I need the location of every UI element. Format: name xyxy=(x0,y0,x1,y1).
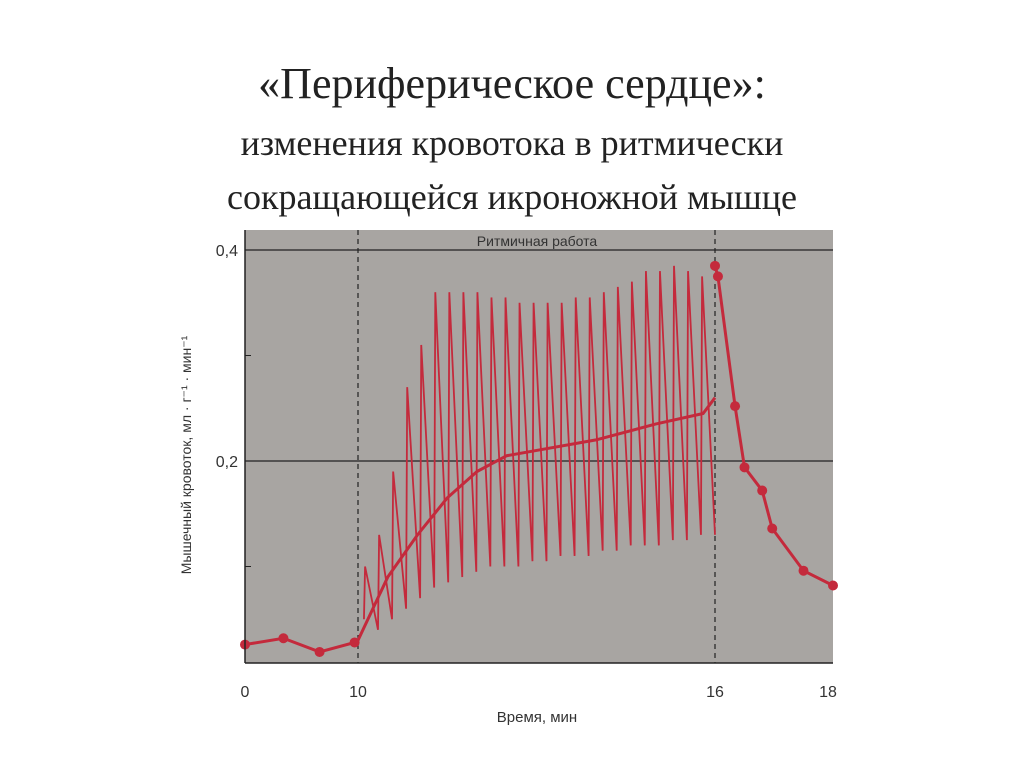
y-axis-label: Мышечный кровоток, мл · г⁻¹ · мин⁻¹ xyxy=(178,335,194,574)
slide-title: «Периферическое сердце»: xyxy=(258,59,766,108)
data-point xyxy=(730,401,741,412)
data-point xyxy=(739,462,750,473)
x-tick-label: 16 xyxy=(706,684,724,701)
data-point xyxy=(757,485,768,496)
data-point xyxy=(710,260,720,271)
data-point xyxy=(767,523,778,534)
y-tick-label: 0,2 xyxy=(216,454,238,471)
x-tick-label: 18 xyxy=(819,684,837,701)
data-point xyxy=(712,271,723,282)
y-tick-label: 0,4 xyxy=(216,243,238,260)
data-point xyxy=(349,637,360,648)
data-point xyxy=(828,580,838,591)
data-point xyxy=(314,646,325,657)
data-point xyxy=(278,633,289,644)
x-tick-label: 10 xyxy=(349,684,367,701)
slide-subtitle-line1: изменения кровотока в ритмически xyxy=(240,123,784,163)
recovery-flow-line xyxy=(713,265,834,587)
x-tick-label: 0 xyxy=(241,684,250,701)
slide-subtitle-line2: сокращающейся икроножной мышце xyxy=(226,177,797,217)
data-point xyxy=(798,565,809,576)
plot-area xyxy=(245,230,833,663)
mean-flow-line xyxy=(356,396,717,641)
oscillating-flow-line xyxy=(363,265,716,630)
annotation-rhythmic-work: Ритмичная работа xyxy=(477,233,598,249)
x-axis-label: Время, мин xyxy=(497,709,577,726)
